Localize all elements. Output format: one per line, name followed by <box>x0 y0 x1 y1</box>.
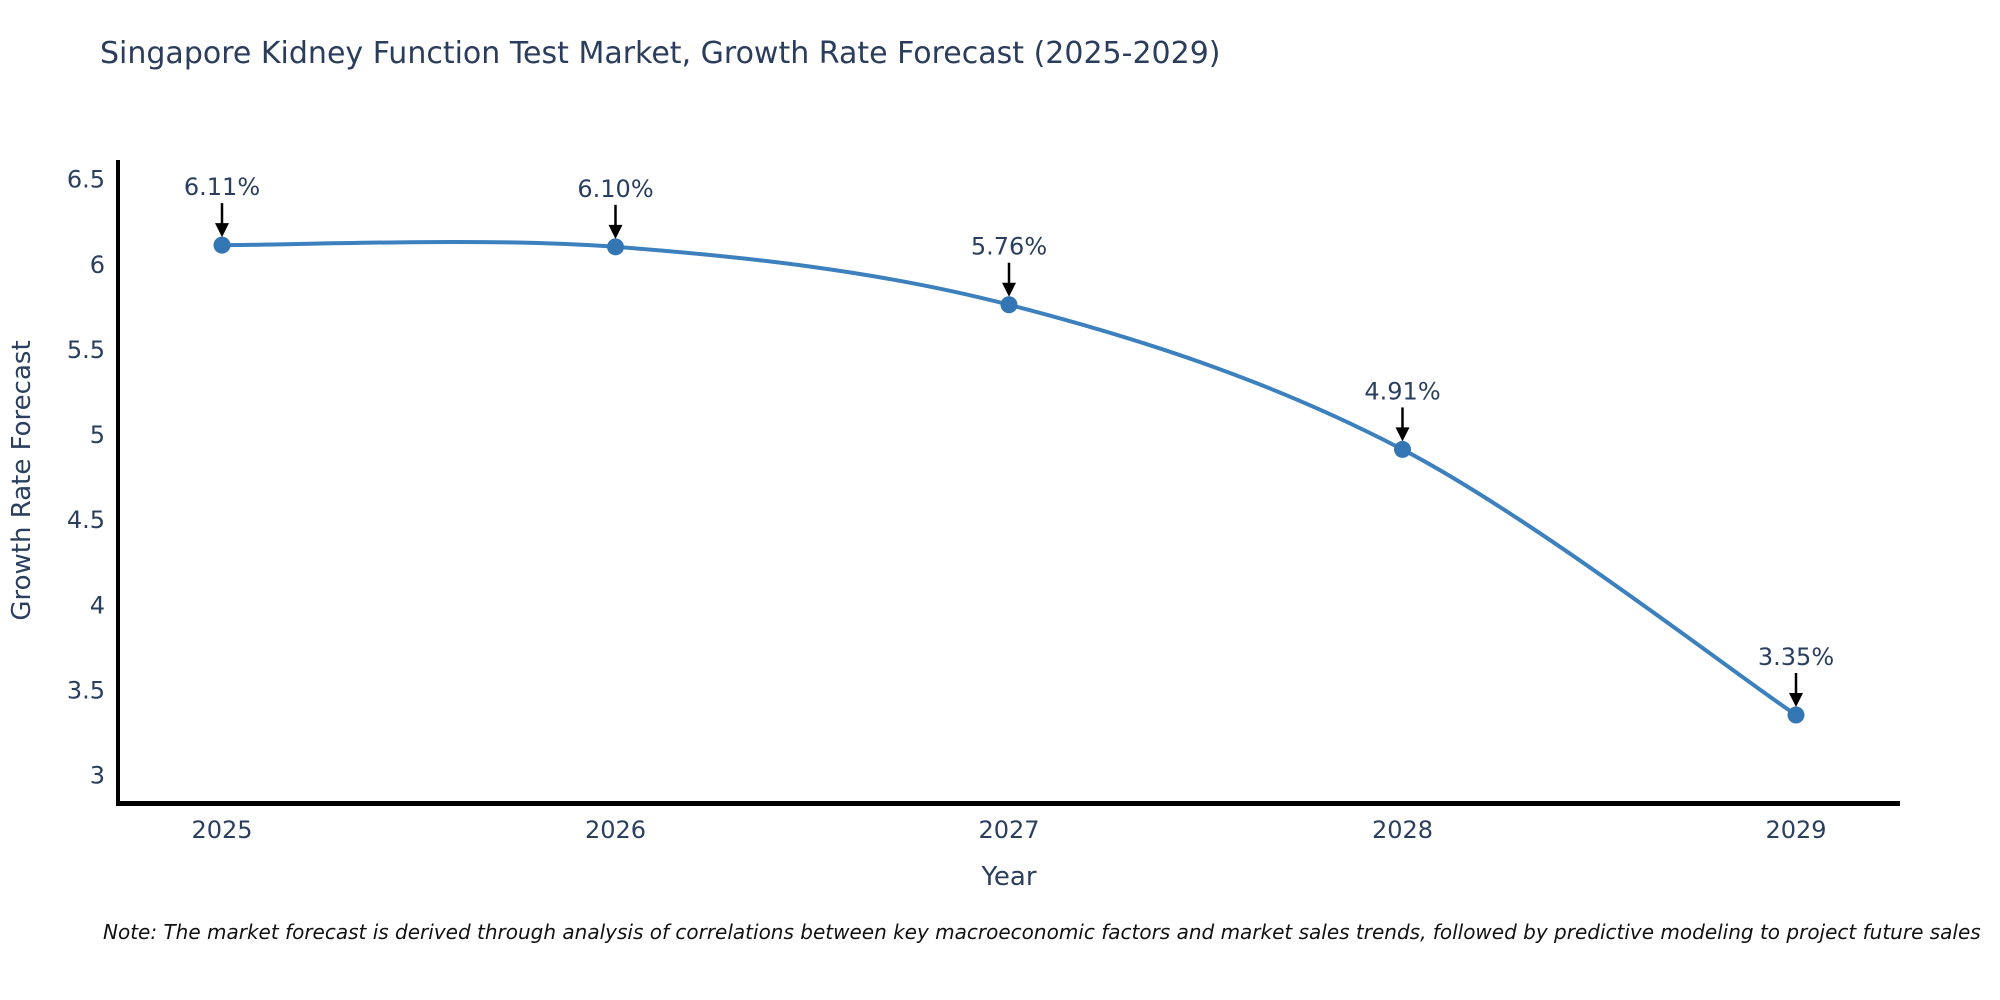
data-point-2028[interactable] <box>1394 440 1411 458</box>
data-label-2025: 6.11% <box>184 173 260 201</box>
x-tick-label: 2028 <box>1372 816 1433 844</box>
footnote: Note: The market forecast is derived thr… <box>103 920 1981 944</box>
y-tick-label: 6 <box>90 251 105 279</box>
x-axis-title: Year <box>980 862 1036 892</box>
y-tick-label: 4.5 <box>67 506 105 534</box>
annotation-arrowhead-icon <box>1002 282 1016 297</box>
annotation-arrowhead-icon <box>1395 427 1410 442</box>
x-tick-label: 2026 <box>585 816 646 844</box>
data-point-2029[interactable] <box>1787 706 1805 724</box>
chart-title: Singapore Kidney Function Test Market, G… <box>100 36 1221 71</box>
y-tick-label: 3.5 <box>67 676 105 704</box>
y-tick-label: 5.5 <box>67 336 105 364</box>
data-point-2027[interactable] <box>1000 296 1018 314</box>
y-tick-label: 5 <box>90 421 105 449</box>
trend-line <box>220 240 1798 718</box>
y-axis-title: Growth Rate Forecast <box>7 340 37 620</box>
annotation-arrowhead-icon <box>1789 693 1803 708</box>
annotation-arrowhead-icon <box>215 223 229 238</box>
x-tick-label: 2029 <box>1765 816 1826 844</box>
x-tick-label: 2027 <box>978 816 1039 844</box>
data-label-2028: 4.91% <box>1364 377 1440 405</box>
y-tick-label: 4 <box>90 591 105 619</box>
data-label-2027: 5.76% <box>971 233 1047 261</box>
data-label-2029: 3.35% <box>1758 643 1834 671</box>
y-tick-label: 6.5 <box>67 166 105 194</box>
y-tick-label: 3 <box>90 762 105 790</box>
x-tick-label: 2025 <box>191 816 252 844</box>
data-label-2026: 6.10% <box>577 175 653 203</box>
data-point-2026[interactable] <box>607 238 624 256</box>
data-point-2025[interactable] <box>213 236 231 254</box>
annotation-arrowhead-icon <box>608 224 623 239</box>
